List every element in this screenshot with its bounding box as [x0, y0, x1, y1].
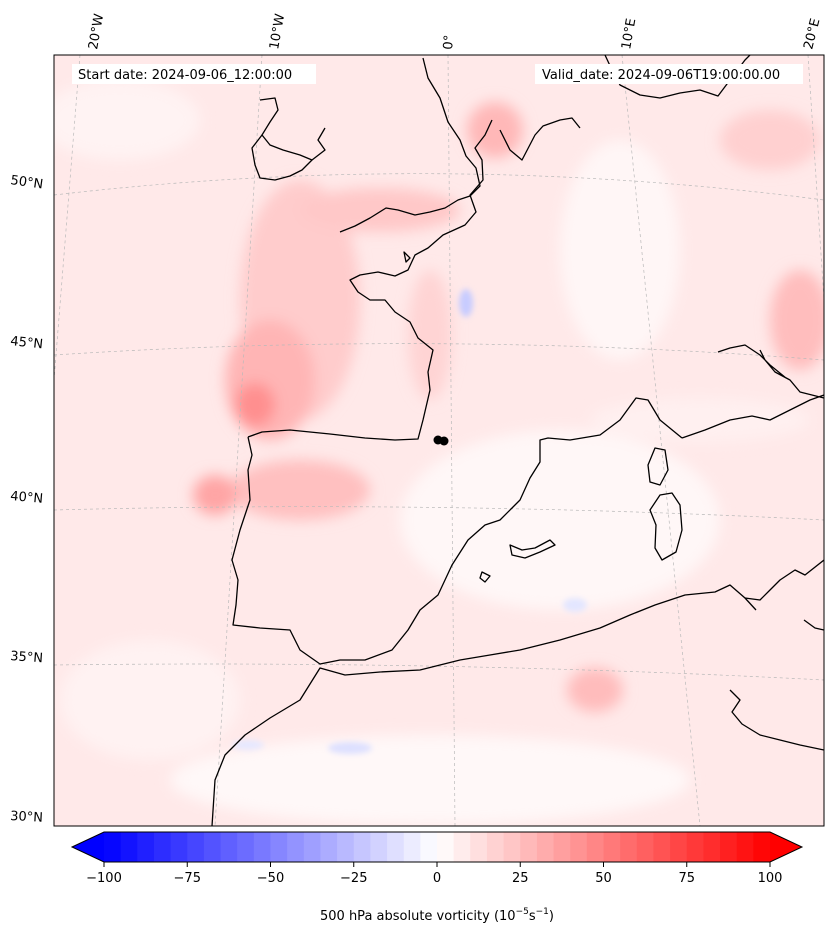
- colorbar-segment: [753, 832, 771, 862]
- vorticity-field: [54, 80, 824, 825]
- colorbar-tick-label: −50: [257, 871, 284, 886]
- lat-label-45n: 45°N: [10, 334, 44, 352]
- colorbar-segment: [470, 832, 488, 862]
- colorbar-label: 500 hPa absolute vorticity (10−5s−1): [320, 907, 554, 924]
- colorbar-segment: [420, 832, 438, 862]
- colorbar-segment: [303, 832, 321, 862]
- colorbar-segment: [603, 832, 621, 862]
- colorbar-segment: [686, 832, 704, 862]
- coast-iberia-france: [231, 117, 683, 665]
- colorbar-segment: [503, 832, 521, 862]
- colorbar-segment: [387, 832, 405, 862]
- colorbar-tick-label: −100: [86, 871, 122, 886]
- coast-sardinia: [649, 492, 683, 561]
- colorbar-segment: [586, 832, 604, 862]
- colorbar-segment: [403, 832, 421, 862]
- coast-britain: [259, 57, 481, 233]
- colorbar-segment: [570, 832, 588, 862]
- colorbar-segments: [72, 832, 802, 862]
- colorbar-segment: [153, 832, 172, 862]
- colorbar-tick-label: −75: [174, 871, 201, 886]
- colorbar-segment: [437, 832, 455, 862]
- colorbar-segment: [137, 832, 155, 862]
- colorbar-segment: [187, 832, 205, 862]
- coast-balearics: [479, 539, 556, 583]
- colorbar-segment: [170, 832, 188, 862]
- colorbar-tick-label: 50: [595, 871, 612, 886]
- colorbar-segment: [720, 832, 738, 862]
- colorbar-segment: [620, 832, 638, 862]
- colorbar-segment: [703, 832, 721, 862]
- colorbar-segment: [670, 832, 688, 862]
- lon-label-10e: 10°E: [619, 17, 639, 50]
- coast-italy: [681, 344, 824, 439]
- graticule: [54, 55, 824, 826]
- colorbar-ticks: −100 −75 −50 −25 0 25 50 75 100: [86, 862, 782, 886]
- negative-vorticity-patches: [232, 289, 587, 754]
- colorbar-segment: [486, 832, 505, 862]
- lon-label-20w: 20°W: [86, 13, 107, 51]
- colorbar-segment: [736, 832, 754, 862]
- colorbar-segment: [553, 832, 571, 862]
- colorbar-segment: [104, 832, 122, 862]
- lon-label-20e: 20°E: [801, 17, 823, 51]
- colorbar-segment: [220, 832, 238, 862]
- valid-date-label: Valid_date: 2024-09-06T19:00:00.00: [542, 68, 780, 83]
- colorbar-segment: [203, 832, 222, 862]
- colorbar-segment: [520, 832, 538, 862]
- coast-north-africa: [211, 584, 757, 826]
- colorbar-segment: [253, 832, 271, 862]
- coast-corsica: [647, 447, 669, 486]
- lat-label-30n: 30°N: [10, 809, 44, 826]
- colorbar-tick-label: −25: [340, 871, 367, 886]
- coast-ireland-small: [403, 251, 411, 263]
- colorbar-segment: [320, 832, 338, 862]
- lat-label-50n: 50°N: [9, 173, 44, 192]
- colorbar-tick-label: 0: [433, 871, 441, 886]
- lat-label-40n: 40°N: [10, 489, 44, 507]
- longitude-labels: 20°W 10°W 0° 10°E 20°E: [86, 13, 823, 51]
- lon-label-10w: 10°W: [267, 13, 288, 51]
- coast-italy-south: [744, 559, 824, 601]
- colorbar-segment: [353, 832, 371, 862]
- coast-sicily: [803, 619, 824, 631]
- start-date-box: [72, 64, 316, 84]
- latitude-labels: 50°N 45°N 40°N 35°N 30°N: [9, 173, 44, 826]
- colorbar-extend-min: [72, 832, 104, 862]
- lat-label-35n: 35°N: [10, 649, 44, 666]
- coast-ireland: [251, 134, 313, 181]
- colorbar-tick-label: 25: [512, 871, 529, 886]
- colorbar-segment: [370, 832, 388, 862]
- coast-tunisia: [729, 689, 824, 751]
- colorbar-segment: [536, 832, 555, 862]
- map-panel: [54, 55, 824, 826]
- location-marker: [433, 435, 449, 446]
- colorbar-segment: [453, 832, 471, 862]
- colorbar-segment: [636, 832, 654, 862]
- lon-label-0: 0°: [441, 34, 457, 50]
- coastlines: [211, 55, 824, 826]
- colorbar-segment: [337, 832, 355, 862]
- colorbar-extend-max: [770, 832, 802, 862]
- colorbar-tick-label: 100: [758, 871, 783, 886]
- colorbar-segment: [287, 832, 305, 862]
- colorbar-tick-label: 75: [678, 871, 695, 886]
- map-frame: [53, 54, 825, 827]
- start-date-label: Start date: 2024-09-06_12:00:00: [78, 68, 292, 83]
- colorbar-segment: [120, 832, 138, 862]
- valid-date-box: [535, 64, 803, 84]
- colorbar-segment: [237, 832, 255, 862]
- colorbar-segment: [653, 832, 671, 862]
- colorbar-segment: [270, 832, 288, 862]
- colorbar: −100 −75 −50 −25 0 25 50 75 100 500 hPa absolute…: [70, 831, 804, 924]
